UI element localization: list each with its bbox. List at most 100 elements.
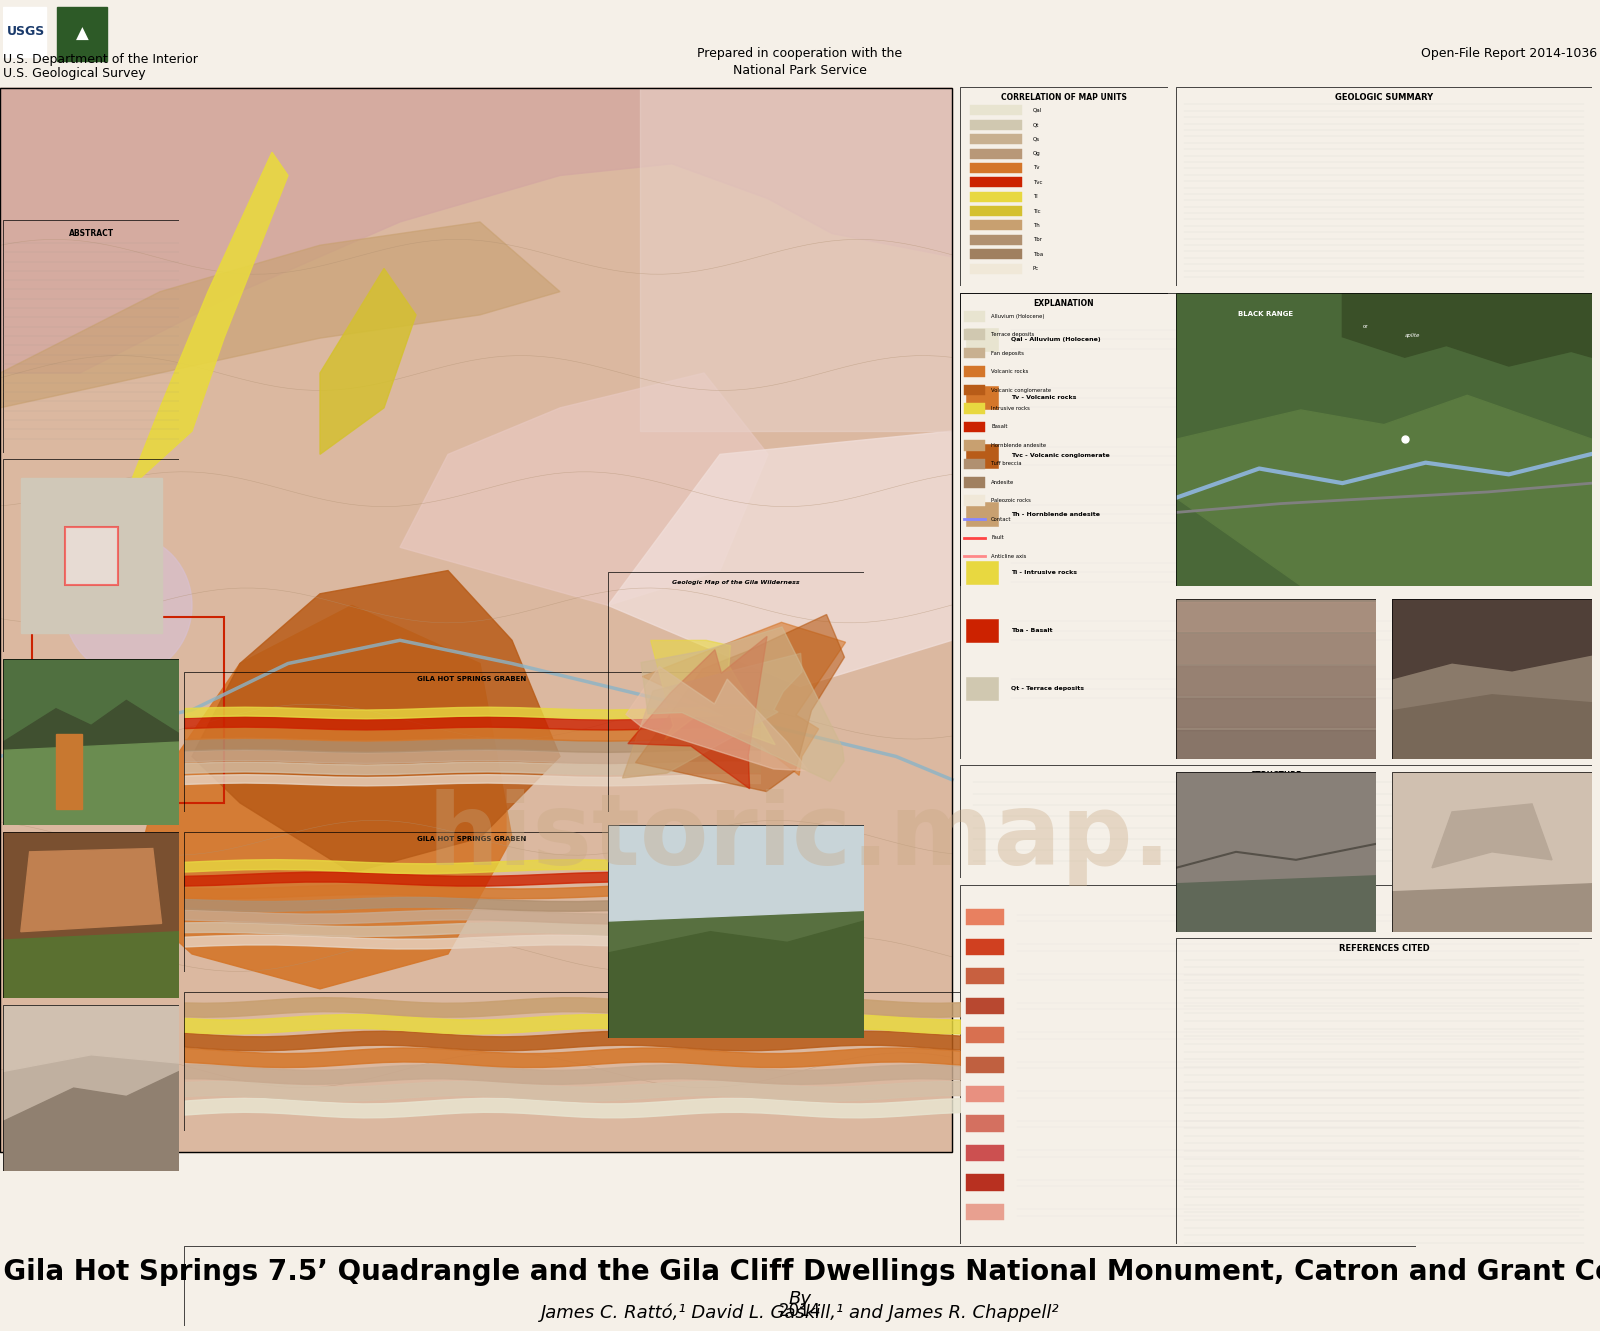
Polygon shape: [3, 700, 179, 825]
Text: Geologic Map of the Gila Wilderness: Geologic Map of the Gila Wilderness: [672, 579, 800, 584]
Polygon shape: [320, 269, 416, 454]
Text: or: or: [1363, 323, 1370, 329]
Text: Qg: Qg: [1034, 152, 1040, 156]
Text: GILA HOT SPRINGS GRABEN: GILA HOT SPRINGS GRABEN: [418, 676, 526, 683]
Text: GEOLOGIC SUMMARY: GEOLOGIC SUMMARY: [1334, 93, 1434, 101]
Bar: [966, 968, 1005, 985]
Polygon shape: [608, 431, 952, 687]
Text: James C. Rattó,¹ David L. Gaskill,¹ and James R. Chappell²: James C. Rattó,¹ David L. Gaskill,¹ and …: [541, 1303, 1059, 1322]
Text: GILA HOT SPRINGS GRABEN: GILA HOT SPRINGS GRABEN: [418, 836, 526, 843]
Bar: [970, 120, 1022, 130]
Bar: [970, 249, 1022, 260]
Text: Ti - Intrusive rocks: Ti - Intrusive rocks: [1011, 570, 1077, 575]
Polygon shape: [1176, 666, 1376, 695]
Text: Pc: Pc: [1034, 266, 1038, 272]
Bar: [56, 733, 83, 808]
Text: Tba - Basalt: Tba - Basalt: [1011, 628, 1053, 634]
Polygon shape: [651, 640, 774, 744]
Polygon shape: [642, 627, 845, 781]
Text: Open-File Report 2014-1036: Open-File Report 2014-1036: [1421, 47, 1597, 60]
Text: Volcanic rocks: Volcanic rocks: [992, 369, 1029, 374]
Bar: [966, 1203, 1005, 1221]
Text: Qal: Qal: [1034, 108, 1042, 113]
Polygon shape: [608, 921, 864, 1038]
Bar: [965, 311, 986, 322]
Text: Tuff breccia: Tuff breccia: [992, 462, 1022, 466]
Bar: [966, 619, 998, 642]
Bar: [965, 476, 986, 487]
Polygon shape: [400, 373, 768, 606]
Bar: [970, 105, 1022, 116]
Polygon shape: [627, 636, 766, 789]
Polygon shape: [1392, 884, 1592, 932]
Bar: [966, 1115, 1005, 1131]
Polygon shape: [643, 623, 845, 776]
Text: ▲: ▲: [77, 24, 90, 43]
Text: Andesite: Andesite: [992, 479, 1014, 484]
Polygon shape: [1176, 602, 1376, 631]
Bar: [965, 495, 986, 506]
Bar: [970, 177, 1022, 188]
Text: U.S. Geological Survey: U.S. Geological Survey: [3, 67, 146, 80]
Text: Volcanic conglomerate: Volcanic conglomerate: [992, 387, 1051, 393]
Text: Paleozoic rocks: Paleozoic rocks: [992, 498, 1030, 503]
Text: Geologic Map of the Gila Hot Springs 7.5’ Quadrangle and the Gila Cliff Dwelling: Geologic Map of the Gila Hot Springs 7.5…: [0, 1258, 1600, 1286]
Bar: [640, 88, 952, 431]
Bar: [966, 560, 998, 584]
Bar: [966, 909, 1005, 925]
Polygon shape: [192, 571, 560, 873]
Polygon shape: [3, 1071, 179, 1171]
Bar: [966, 502, 998, 526]
Bar: [966, 386, 998, 409]
Text: EXPLANATION: EXPLANATION: [1034, 298, 1094, 307]
Bar: [966, 1028, 1005, 1044]
Text: CORRELATION OF MAP UNITS: CORRELATION OF MAP UNITS: [1002, 93, 1126, 101]
Bar: [966, 327, 998, 351]
Bar: [965, 422, 986, 433]
Polygon shape: [622, 654, 802, 779]
Polygon shape: [1176, 634, 1376, 663]
Polygon shape: [1342, 293, 1592, 366]
Bar: [966, 1057, 1005, 1073]
Polygon shape: [608, 825, 864, 921]
Text: Qs: Qs: [1034, 137, 1040, 141]
Text: Qal - Alluvium (Holocene): Qal - Alluvium (Holocene): [1011, 337, 1101, 342]
Bar: [970, 234, 1022, 245]
Text: Fault: Fault: [992, 535, 1003, 540]
Bar: [966, 1174, 1005, 1190]
Text: Basalt: Basalt: [992, 425, 1008, 430]
Bar: [58, 7, 107, 60]
Bar: [970, 149, 1022, 158]
Bar: [0, 88, 952, 1151]
Bar: [970, 134, 1022, 144]
Polygon shape: [1392, 599, 1592, 679]
Bar: [970, 206, 1022, 216]
Text: By: By: [789, 1290, 811, 1308]
Text: Anticline axis: Anticline axis: [992, 554, 1027, 559]
Text: ABSTRACT: ABSTRACT: [69, 229, 114, 238]
Bar: [21, 478, 162, 632]
Text: DESCRIPTIONS OF MAP UNITS: DESCRIPTIONS OF MAP UNITS: [1206, 302, 1346, 311]
Polygon shape: [3, 932, 179, 998]
Bar: [966, 1145, 1005, 1161]
Polygon shape: [0, 222, 560, 407]
Text: Tic: Tic: [1034, 209, 1040, 213]
Polygon shape: [1392, 695, 1592, 759]
Polygon shape: [635, 615, 845, 792]
Text: Qt - Terrace deposits: Qt - Terrace deposits: [1011, 687, 1083, 691]
Polygon shape: [1176, 729, 1376, 759]
Text: Hornblende andesite: Hornblende andesite: [992, 443, 1046, 447]
Bar: [966, 677, 998, 700]
Polygon shape: [3, 743, 179, 825]
Bar: [965, 347, 986, 358]
Text: Contact: Contact: [992, 516, 1011, 522]
Bar: [970, 162, 1022, 173]
Bar: [970, 221, 1022, 230]
Text: Tv - Volcanic rocks: Tv - Volcanic rocks: [1011, 395, 1075, 401]
Bar: [966, 998, 1005, 1014]
Bar: [966, 938, 1005, 954]
Text: Tvc - Volcanic conglomerate: Tvc - Volcanic conglomerate: [1011, 454, 1109, 458]
Bar: [3, 7, 46, 57]
Polygon shape: [1176, 395, 1592, 586]
Text: Tba: Tba: [1034, 252, 1043, 257]
